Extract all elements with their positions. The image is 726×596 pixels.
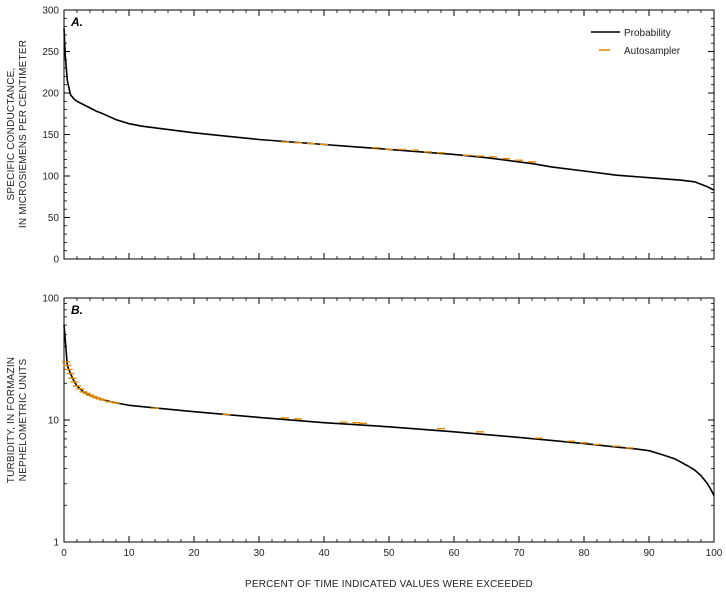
panel-b-ylabel-line2: NEPHELOMETRIC UNITS [18,359,29,482]
panel-a-y-tick-label: 250 [42,47,59,58]
panel-b-x-tick-label: 40 [318,548,330,559]
panel-a-probability-line [63,28,715,191]
panel-b-x-tick-label: 0 [61,548,67,559]
panel-b-plot-area [63,297,715,543]
legend-label-autosampler: Autosampler [624,46,681,57]
panel-a-y-tick-label: 150 [42,130,59,141]
panel-a-y-tick-label: 0 [53,255,59,266]
panel-b-ylabel-line1: TURBIDITY, IN FORMAZIN [6,357,17,483]
panel-b-y-tick-label: 10 [48,416,60,427]
panel-b-x-tick-label: 30 [253,548,265,559]
panel-a-series [63,28,715,191]
panel-b-y-tick-label: 100 [42,294,59,305]
panel-b-x-tick-label: 10 [123,548,135,559]
panel-a-y-tick-label: 300 [42,6,59,17]
panel-a: 0 50 100 150 200 250 300 A. SPECIFIC CONDUCTAN… [6,6,715,266]
panel-a-label: A. [70,15,83,29]
panel-b-probability-line [63,325,715,496]
panel-b-x-tick-label: 50 [383,548,395,559]
panel-a-ylabel-line1: SPECIFIC CONDUCTANCE, [6,68,17,201]
panel-b-x-tick-label: 20 [188,548,200,559]
panel-a-ticks: 0 50 100 150 200 250 300 [42,6,715,266]
panel-b-series [61,325,715,496]
panel-a-plot-area [63,9,715,260]
legend: Probability Autosampler [591,28,681,57]
panel-a-ylabel-line2: IN MICROSIEMENS PER CENTIMETER [18,40,29,228]
panel-b-x-tick-label: 90 [643,548,655,559]
panel-b-y-tick-label: 1 [53,538,59,549]
panel-a-y-tick-label: 200 [42,89,59,100]
x-axis-title: PERCENT OF TIME INDICATED VALUES WERE EX… [245,579,533,590]
legend-label-probability: Probability [624,28,671,39]
panel-b-x-tick-label: 60 [448,548,460,559]
panel-a-y-tick-label: 50 [48,213,60,224]
panel-a-y-tick-label: 100 [42,172,59,183]
panel-b-x-tick-label: 70 [513,548,525,559]
panel-b-label: B. [71,303,83,317]
panel-b-x-tick-label: 100 [706,548,723,559]
panel-b-x-tick-label: 80 [578,548,590,559]
